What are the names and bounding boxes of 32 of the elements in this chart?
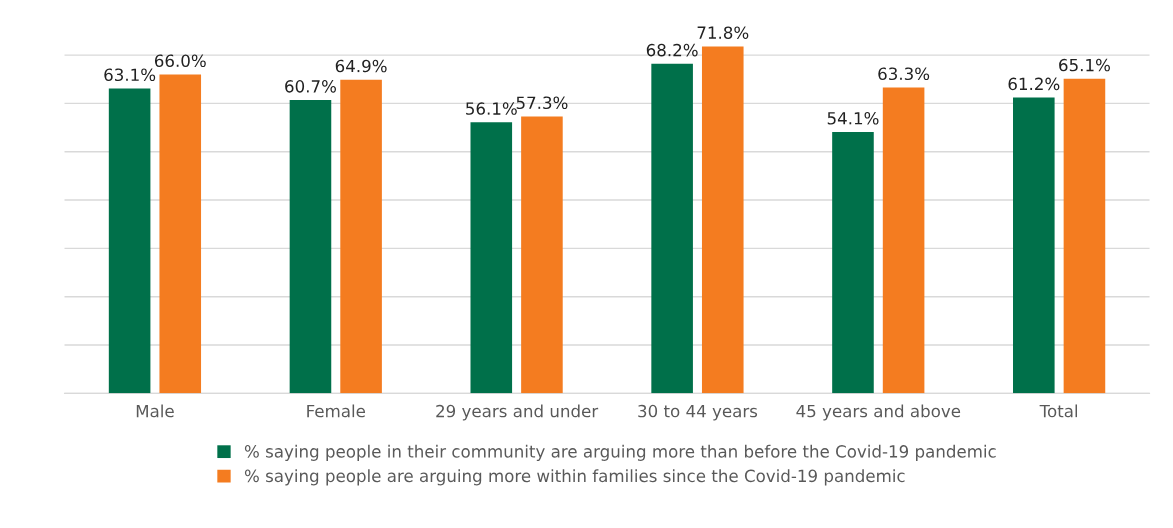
bar	[651, 63, 693, 394]
x-tick-label: 29 years and under	[436, 404, 599, 421]
data-label: 63.3%	[878, 67, 930, 81]
bar	[470, 122, 513, 394]
bar	[289, 100, 332, 394]
data-label: 57.3%	[516, 96, 568, 110]
x-tick-label: Total	[1039, 404, 1078, 418]
bar	[882, 87, 925, 394]
data-label: 65.1%	[1059, 58, 1110, 72]
bar	[701, 46, 744, 394]
bar	[108, 88, 151, 394]
x-tick-label: 30 to 44 years	[638, 404, 758, 421]
x-tick-label: 45 years and above	[796, 404, 961, 421]
x-tick-label: Male	[136, 404, 174, 418]
data-label: 63.1%	[104, 68, 156, 82]
bar	[1063, 78, 1106, 394]
data-label: 56.1%	[466, 102, 517, 115]
bar	[159, 74, 202, 394]
legend-label: % saying people in their community are arguing more than before the Covid-19 pandemic	[244, 444, 996, 461]
data-label: 60.7%	[285, 80, 337, 93]
legend-label: % saying people are arguing more within families since the Covid-19 pandemic	[244, 469, 905, 486]
bar	[1013, 97, 1055, 394]
bar	[521, 116, 563, 394]
x-tick-label: Female	[307, 404, 366, 418]
data-label: 66.0%	[154, 54, 206, 68]
data-label: 71.8%	[697, 26, 749, 39]
bar	[340, 79, 382, 394]
bar	[832, 131, 874, 394]
data-label: 61.2%	[1008, 77, 1060, 91]
data-label: 64.9%	[335, 59, 387, 73]
data-label: 68.2%	[646, 43, 698, 57]
data-label: 54.1%	[827, 111, 879, 125]
